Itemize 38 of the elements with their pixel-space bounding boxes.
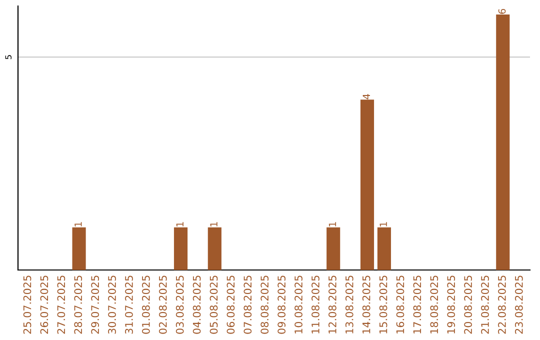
x-tick-label: 16.08.2025 [396,276,404,334]
data-label: 6 [498,8,506,14]
data-label: 1 [176,222,184,226]
x-tick-label: 29.07.2025 [91,276,100,334]
x-tick-label: 09.08.2025 [278,276,286,334]
x-tick-label: 07.08.2025 [244,276,252,334]
x-tick-label: 08.08.2025 [260,276,269,334]
x-tick-label: 20.08.2025 [464,276,472,334]
x-tick-label: 18.08.2025 [430,276,438,334]
data-label: 1 [74,222,82,226]
x-tick-label: 13.08.2025 [345,276,354,334]
x-tick-label: 28.07.2025 [74,276,82,334]
data-label: 1 [210,222,218,226]
x-tick-label: 19.08.2025 [447,276,456,334]
x-tick-label: 05.08.2025 [210,276,218,334]
x-tick-label: 04.08.2025 [192,276,201,334]
x-tick-label: 17.08.2025 [413,276,422,334]
x-tick-label: 11.08.2025 [312,276,320,334]
data-label: 1 [328,222,336,226]
x-tick-label: 03.08.2025 [176,276,184,334]
x-tick-label: 25.07.2025 [23,276,32,334]
data-label: 1 [380,222,387,226]
x-tick-label: 27.07.2025 [57,276,66,334]
x-tick-label: 26.07.2025 [40,276,48,334]
x-tick-label: 30.07.2025 [108,276,116,334]
x-tick-label: 22.08.2025 [498,276,506,334]
x-tick-label: 14.08.2025 [362,276,370,334]
x-tick-label: 21.08.2025 [481,276,489,334]
x-tick-label: 15.08.2025 [379,276,388,334]
x-tick-label: 02.08.2025 [158,276,167,334]
x-tick-label: 12.08.2025 [328,276,336,334]
x-tick-label: 01.08.2025 [142,276,150,334]
data-label: 4 [362,94,370,100]
x-tick-label: 06.08.2025 [226,276,235,334]
x-tick-label: 23.08.2025 [514,276,523,334]
y-tick-label: 5 [5,55,12,60]
x-tick-label: 31.07.2025 [125,276,133,334]
x-tick-label: 10.08.2025 [294,276,302,334]
